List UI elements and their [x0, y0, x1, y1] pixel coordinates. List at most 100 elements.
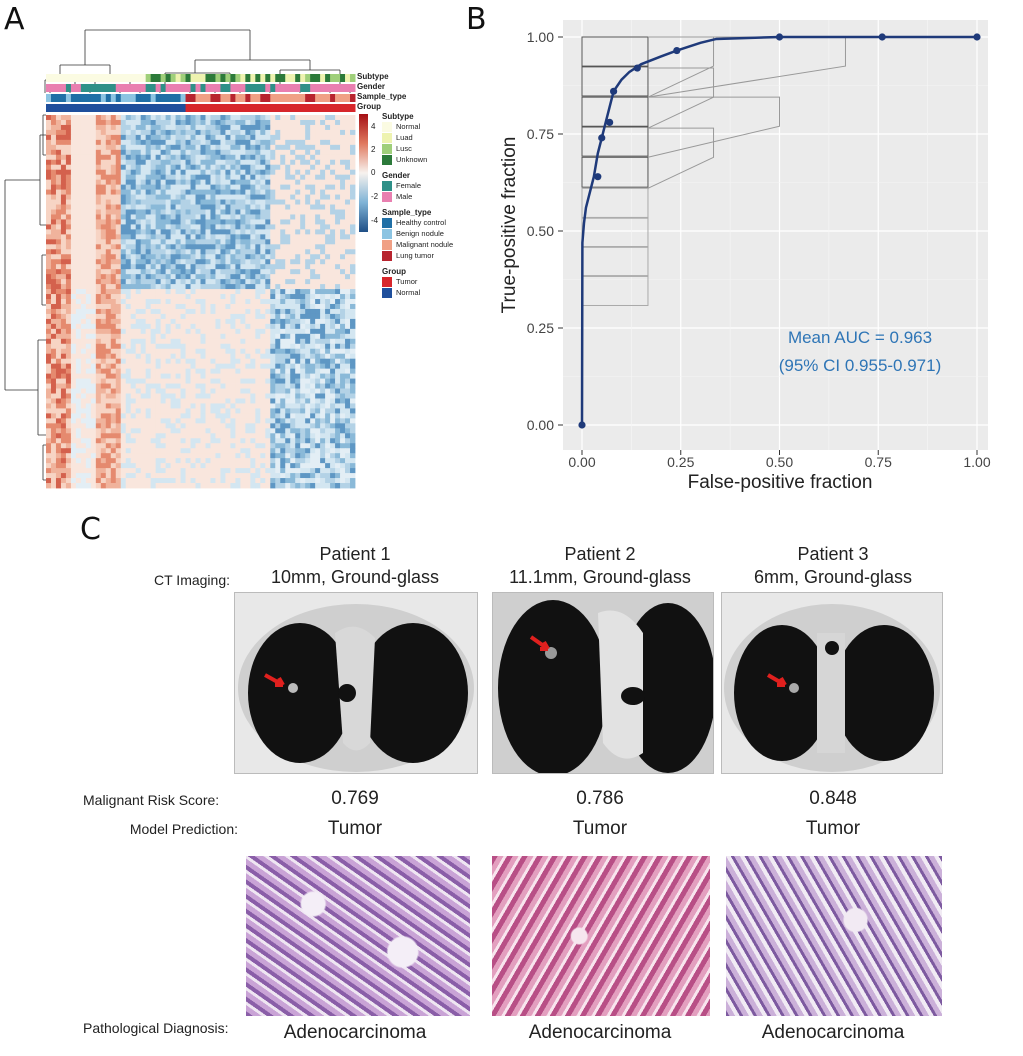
heatmap-cell [165, 308, 171, 315]
heatmap-cell [270, 269, 276, 275]
heatmap-cell [180, 269, 186, 275]
heatmap-cell [60, 189, 67, 195]
heatmap-cell [175, 358, 181, 365]
heatmap-cell [55, 119, 62, 126]
heatmap-cell [210, 269, 216, 275]
heatmap-cell [280, 149, 286, 156]
heatmap-cell [240, 179, 246, 186]
heatmap-cell [295, 333, 301, 340]
heatmap-cell [165, 124, 171, 131]
heatmap-cell [105, 299, 112, 305]
heatmap-cell [80, 423, 87, 429]
heatmap-cell [340, 274, 346, 280]
heatmap-cell [180, 184, 186, 190]
heatmap-cell [155, 418, 162, 424]
heatmap-cell [350, 383, 356, 389]
heatmap-cell [280, 408, 286, 414]
heatmap-cell [170, 244, 176, 250]
heatmap-cell [60, 254, 67, 260]
heatmap-cell [95, 139, 102, 146]
heatmap-cell [350, 115, 356, 121]
heatmap-cell [155, 274, 162, 280]
heatmap-cell [315, 443, 321, 449]
heatmap-cell [50, 403, 57, 409]
annotation-cell [325, 74, 331, 82]
heatmap-cell [75, 428, 82, 434]
heatmap-cell [310, 483, 316, 489]
heatmap-cell [280, 483, 286, 489]
heatmap-cell [295, 468, 301, 474]
heatmap-cell [130, 438, 137, 444]
heatmap-cell [195, 453, 201, 459]
heatmap-cell [275, 368, 281, 375]
heatmap-cell [160, 149, 167, 156]
heatmap-cell [105, 254, 112, 260]
heatmap-cell [190, 269, 196, 275]
heatmap-cell [125, 115, 132, 121]
heatmap-cell [265, 363, 271, 370]
heatmap-cell [220, 313, 226, 320]
heatmap-cell [60, 403, 67, 409]
heatmap-cell [120, 115, 127, 121]
heatmap-cell [255, 328, 261, 335]
heatmap-cell [165, 403, 171, 409]
heatmap-cell [240, 418, 246, 424]
heatmap-cell [85, 433, 92, 439]
heatmap-cell [210, 224, 216, 230]
legend-item: Lusc [382, 143, 462, 154]
heatmap-cell [300, 348, 306, 355]
heatmap-cell [65, 458, 72, 464]
heatmap-cell [95, 478, 102, 484]
heatmap-cell [225, 478, 231, 484]
heatmap-cell [46, 134, 52, 141]
heatmap-cell [75, 323, 82, 330]
heatmap-cell [330, 413, 336, 419]
heatmap-cell [65, 413, 72, 419]
heatmap-cell [245, 254, 251, 260]
heatmap-cell [255, 254, 261, 260]
heatmap-cell [60, 453, 67, 459]
heatmap-cell [330, 129, 336, 136]
heatmap-cell [265, 483, 271, 489]
heatmap-cell [165, 169, 171, 176]
heatmap-cell [220, 318, 226, 325]
heatmap-cell [205, 413, 211, 419]
heatmap-cell [275, 483, 281, 489]
bootstrap-steps [581, 36, 846, 306]
heatmap-cell [340, 483, 346, 489]
heatmap-cell [115, 443, 122, 449]
heatmap-cell [150, 199, 157, 205]
heatmap-cell [245, 239, 251, 245]
heatmap-cell [285, 393, 291, 399]
heatmap-cell [80, 468, 87, 474]
heatmap-cell [135, 149, 142, 156]
heatmap-cell [270, 229, 276, 235]
heatmap-cell [130, 418, 137, 424]
heatmap-cell [205, 438, 211, 444]
heatmap-cell [140, 368, 147, 375]
heatmap-cell [190, 448, 196, 454]
heatmap-cell [185, 224, 191, 230]
heatmap-cell [100, 119, 107, 126]
annotation-cell [105, 94, 112, 102]
heatmap-cell [300, 134, 306, 141]
heatmap-cell [340, 289, 346, 295]
heatmap-cell [305, 373, 311, 379]
heatmap-cell [290, 199, 296, 205]
heatmap-cell [100, 159, 107, 166]
heatmap-cell [190, 299, 196, 305]
heatmap-cell [80, 214, 87, 220]
heatmap-cell [60, 303, 67, 310]
heatmap-cell [100, 209, 107, 215]
heatmap-cell [235, 219, 241, 225]
heatmap-cell [240, 368, 246, 375]
heatmap-cell [340, 144, 346, 151]
heatmap-cell [185, 403, 191, 409]
heatmap-cell [75, 144, 82, 151]
heatmap-cell [335, 443, 341, 449]
heatmap-cell [46, 299, 52, 305]
heatmap-cell [60, 299, 67, 305]
heatmap-cell [165, 423, 171, 429]
heatmap-cell [350, 294, 356, 300]
heatmap-cell [200, 388, 206, 394]
